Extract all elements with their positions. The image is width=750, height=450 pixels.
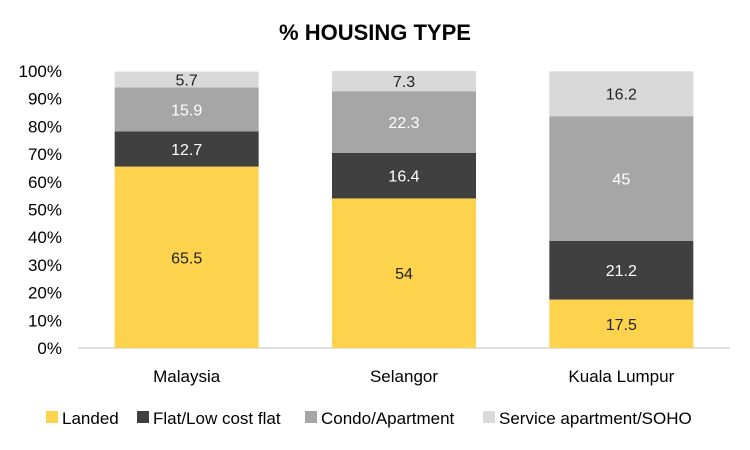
y-tick-label: 60% — [28, 173, 62, 192]
y-tick-label: 80% — [28, 117, 62, 136]
data-label: 22.3 — [388, 115, 419, 132]
x-tick-label: Selangor — [370, 367, 438, 386]
x-tick-label: Kuala Lumpur — [568, 367, 674, 386]
data-label: 15.9 — [171, 102, 202, 119]
bar-segment — [114, 166, 259, 348]
legend-label: Flat/Low cost flat — [153, 409, 281, 428]
data-label: 21.2 — [606, 263, 637, 280]
legend-item: Flat/Low cost flat — [137, 409, 281, 428]
legend-label: Service apartment/SOHO — [499, 409, 692, 428]
legend-swatch — [46, 411, 58, 423]
bar-segment — [332, 198, 476, 348]
data-label: 54 — [395, 266, 413, 283]
x-tick-label: Malaysia — [153, 367, 221, 386]
y-tick-label: 30% — [28, 256, 62, 275]
bar-segment — [549, 116, 694, 241]
legend: Landed Flat/Low cost flat Condo/Apartment S… — [46, 409, 692, 428]
data-label: 65.5 — [171, 250, 202, 267]
data-label: 16.2 — [606, 87, 637, 104]
legend-label: Condo/Apartment — [321, 409, 455, 428]
y-tick-label: 10% — [28, 311, 62, 330]
legend-label: Landed — [62, 409, 119, 428]
y-axis: 0% 10% 20% 30% 40% 50% 60% 70% 80% 90% 100% — [19, 62, 62, 358]
legend-swatch — [305, 411, 317, 423]
y-tick-label: 50% — [28, 201, 62, 220]
data-label: 45 — [612, 171, 630, 188]
y-tick-label: 40% — [28, 228, 62, 247]
bars: 65.5 12.7 15.9 5.7 54 16.4 22.3 7.3 17.5 21.2 45 16… — [114, 71, 694, 348]
y-tick-label: 20% — [28, 284, 62, 303]
legend-swatch — [483, 411, 495, 423]
bar-segment — [114, 131, 259, 167]
legend-item: Landed — [46, 409, 119, 428]
bar-segment — [332, 91, 476, 153]
data-label: 12.7 — [171, 142, 202, 159]
bar-segment — [549, 299, 694, 348]
y-tick-label: 90% — [28, 90, 62, 109]
y-tick-label: 100% — [19, 62, 62, 81]
data-label: 7.3 — [393, 74, 415, 91]
bar-segment — [114, 71, 259, 88]
bar-segment — [549, 240, 694, 300]
data-label: 5.7 — [176, 72, 198, 89]
chart-title: % HOUSING TYPE — [279, 20, 471, 45]
bar-segment — [549, 71, 694, 117]
y-tick-label: 0% — [37, 339, 62, 358]
data-label: 16.4 — [388, 169, 419, 186]
bar-segment — [332, 152, 476, 199]
legend-item: Service apartment/SOHO — [483, 409, 692, 428]
legend-item: Condo/Apartment — [305, 409, 455, 428]
x-axis-labels: Malaysia Selangor Kuala Lumpur — [153, 367, 674, 386]
y-tick-label: 70% — [28, 145, 62, 164]
bar-segment — [332, 71, 476, 92]
bar-segment — [114, 87, 259, 132]
legend-swatch — [137, 411, 149, 423]
data-label: 17.5 — [606, 317, 637, 334]
